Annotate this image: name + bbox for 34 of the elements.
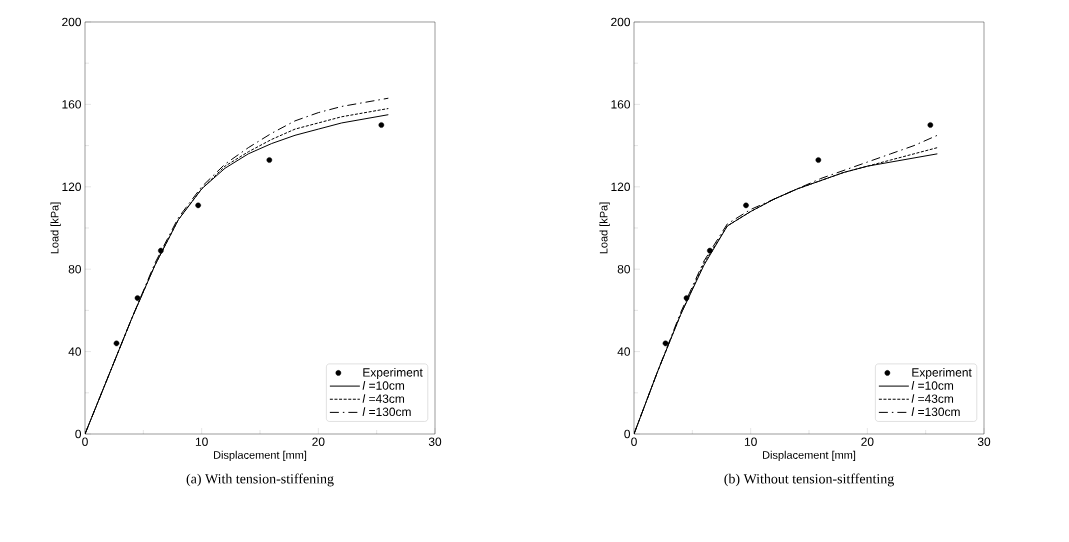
x-tick-label: 20 [312,437,325,446]
x-tick-label: 20 [861,437,874,446]
y-axis-title: Load [kPa] [50,202,61,254]
legend-label: Experiment [363,367,423,380]
y-tick-label: 40 [617,347,631,356]
x-tick-label: 0 [82,437,88,446]
y-tick-label: 0 [624,429,631,439]
y-tick-label: 80 [617,264,631,274]
x-tick-label: 0 [631,437,637,446]
y-tick-label: 0 [75,429,82,439]
legend-label: l =130cm [362,407,411,417]
y-tick-label: 120 [62,182,82,192]
x-axis-title: Displacement [mm] [214,450,307,462]
y-tick-label: 80 [68,264,82,274]
y-tick-label: 160 [62,100,82,109]
y-tick-label: 200 [611,17,631,27]
text: (b) Without tension-sitffenting [724,473,894,487]
legend-label: Experiment [912,367,972,380]
y-tick-label: 40 [68,347,82,356]
legend-label: l =43cm [911,394,954,403]
legend-label: l =43cm [362,394,405,403]
legend-label: l =10cm [911,381,954,390]
y-axis-title: Load [kPa] [599,202,610,254]
text: (a) With tension-stiffening [186,473,334,487]
x-tick-label: 10 [195,437,208,446]
legend-label: l =10cm [362,381,405,390]
y-tick-label: 200 [62,17,82,27]
legend-label: l =130cm [911,407,960,417]
y-tick-label: 160 [611,100,631,109]
x-tick-label: 30 [428,437,442,446]
y-tick-label: 120 [611,182,631,192]
x-tick-label: 30 [977,437,991,446]
x-tick-label: 10 [744,437,757,446]
x-axis-title: Displacement [mm] [763,450,856,462]
